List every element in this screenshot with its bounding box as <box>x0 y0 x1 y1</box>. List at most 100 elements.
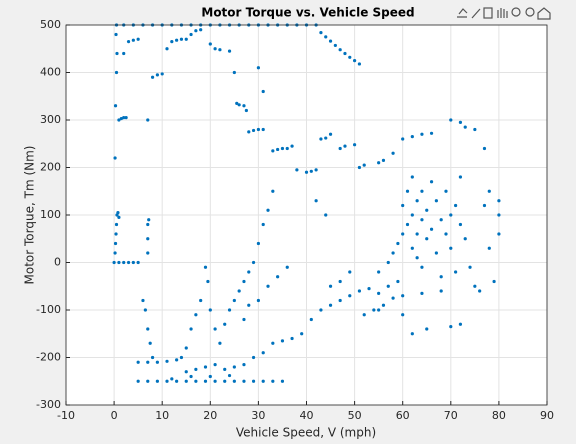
point <box>444 189 448 193</box>
point <box>165 359 169 363</box>
point <box>242 279 246 284</box>
point <box>256 241 260 246</box>
point <box>242 379 246 383</box>
point <box>439 275 443 279</box>
x-tick-label: -10 <box>57 409 75 422</box>
brush-icon[interactable] <box>471 8 481 19</box>
point <box>136 37 140 41</box>
x-tick-label: 50 <box>348 409 362 422</box>
point <box>420 189 424 193</box>
point <box>155 379 159 383</box>
point <box>280 339 285 343</box>
point <box>122 51 126 56</box>
point <box>415 199 419 203</box>
zoom-out-icon[interactable] <box>525 7 535 17</box>
point <box>458 322 463 326</box>
point <box>391 296 395 300</box>
point <box>117 215 121 219</box>
point <box>377 270 381 274</box>
point <box>147 218 151 222</box>
point <box>353 143 357 147</box>
point <box>343 144 347 148</box>
point <box>391 151 395 155</box>
point <box>300 332 304 336</box>
point <box>328 284 333 288</box>
points <box>112 23 501 383</box>
point <box>449 246 453 250</box>
point <box>271 379 275 383</box>
point <box>333 43 337 48</box>
point <box>454 203 458 208</box>
point <box>141 298 145 303</box>
datatip-icon[interactable] <box>483 7 493 19</box>
y-tick-label: 300 <box>40 113 61 126</box>
point <box>343 51 347 56</box>
point <box>429 227 434 231</box>
y-tick-label: -200 <box>36 351 61 364</box>
point <box>113 156 117 160</box>
point <box>280 379 285 383</box>
point <box>218 48 222 52</box>
pan-icon[interactable] <box>497 8 508 18</box>
point <box>353 59 357 63</box>
export-icon[interactable] <box>457 8 468 18</box>
point <box>114 32 118 37</box>
toolbar <box>457 7 551 20</box>
point <box>463 125 467 129</box>
point <box>237 289 241 293</box>
point <box>247 130 251 134</box>
point <box>113 251 117 255</box>
point <box>148 341 152 345</box>
point <box>271 341 275 345</box>
point <box>232 365 236 369</box>
point <box>420 291 424 295</box>
home-icon[interactable] <box>537 7 551 20</box>
x-tick-label: 0 <box>111 409 118 422</box>
zoom-in-icon[interactable] <box>511 7 521 17</box>
point <box>434 251 438 255</box>
point <box>208 374 212 379</box>
point <box>213 327 217 331</box>
y-tick-label: -300 <box>36 398 61 411</box>
point <box>396 279 400 284</box>
point <box>155 73 159 77</box>
point <box>454 270 458 274</box>
point <box>146 222 150 227</box>
point <box>199 298 203 303</box>
point <box>487 246 491 250</box>
point <box>165 379 169 383</box>
point <box>124 116 128 120</box>
x-tick-label: 60 <box>396 409 410 422</box>
point <box>208 42 212 46</box>
point <box>429 131 434 135</box>
point <box>449 325 453 329</box>
point <box>482 203 487 208</box>
point <box>420 265 424 269</box>
point <box>175 358 179 362</box>
point <box>420 132 424 136</box>
point <box>425 327 429 331</box>
x-tick-label: 10 <box>155 409 169 422</box>
point <box>242 104 246 108</box>
point <box>160 72 164 76</box>
point <box>184 346 188 350</box>
point <box>324 35 328 39</box>
point <box>410 246 414 250</box>
point <box>227 308 232 312</box>
point <box>386 284 390 288</box>
point <box>458 175 463 179</box>
point <box>150 75 155 79</box>
point <box>348 294 352 298</box>
point <box>328 303 333 307</box>
point <box>386 260 390 265</box>
point <box>189 327 193 331</box>
point <box>338 279 342 284</box>
point <box>458 120 463 124</box>
x-tick-label: 30 <box>251 409 265 422</box>
point <box>276 275 280 279</box>
point <box>146 118 150 122</box>
point <box>213 379 217 383</box>
x-axis-label: Vehicle Speed, V (mph) <box>236 426 376 440</box>
point <box>362 313 366 317</box>
point <box>401 137 405 141</box>
